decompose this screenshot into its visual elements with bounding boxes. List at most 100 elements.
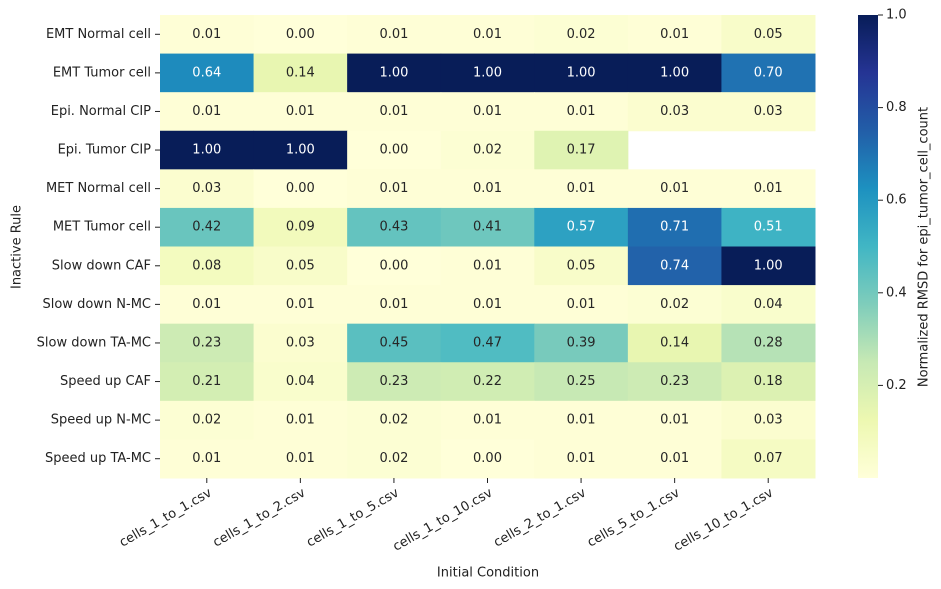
value-label: 0.01 [379,297,408,312]
heat-cell [347,400,442,440]
heat-cell [347,92,442,132]
heat-cell [440,285,535,325]
heat-cell [721,285,816,325]
value-label: 0.01 [192,104,221,119]
colorbar [858,15,878,478]
x-tick-label: cells_1_to_1.csv [117,485,215,550]
y-tick-label: EMT Tumor cell [53,65,151,80]
heat-cell [721,246,816,286]
value-label: 0.09 [286,220,315,235]
y-tick-label: Slow down CAF [52,258,151,273]
value-label: 0.57 [567,220,596,235]
value-label: 0.02 [473,143,502,158]
heat-cell [160,130,255,170]
heat-cell [721,362,816,402]
y-tick-label: EMT Normal cell [46,27,151,42]
heat-cell [534,362,629,402]
heat-cell [253,53,348,93]
value-label: 0.05 [754,27,783,42]
value-label: 0.01 [660,181,689,196]
heat-cell [160,15,255,55]
heat-cell [253,169,348,209]
y-axis-label: Inactive Rule [10,205,25,289]
value-label: 0.02 [379,451,408,466]
y-tick-label: Epi. Tumor CIP [58,143,152,158]
value-label: 0.01 [286,451,315,466]
value-label: 0.23 [192,335,221,350]
value-label: 1.00 [660,65,689,80]
heat-cell [440,130,535,170]
value-label: 0.01 [660,27,689,42]
value-label: 0.39 [567,335,596,350]
heat-cell [534,207,629,247]
heat-cell [721,439,816,479]
heat-cell [721,400,816,440]
heat-cell [347,169,442,209]
value-label: 0.74 [660,258,689,273]
value-label: 0.17 [567,143,596,158]
value-label: 1.00 [286,143,315,158]
value-label: 0.51 [754,220,783,235]
heat-cell [627,439,722,479]
heat-cell [253,246,348,286]
value-label: 0.08 [192,258,221,273]
value-label: 0.05 [286,258,315,273]
heat-cell [347,53,442,93]
value-label: 0.01 [473,258,502,273]
heat-cell [253,92,348,132]
value-label: 0.02 [567,27,596,42]
heat-cell [534,169,629,209]
value-label: 0.01 [567,104,596,119]
colorbar-tick-label: 0.4 [886,285,907,300]
value-label: 1.00 [473,65,502,80]
value-label: 0.45 [379,335,408,350]
heat-cell [253,130,348,170]
heat-cell [253,285,348,325]
heat-cell [440,246,535,286]
value-label: 0.02 [192,413,221,428]
heat-cell [534,285,629,325]
heat-cell [160,207,255,247]
value-label: 0.03 [660,104,689,119]
value-label: 0.02 [660,297,689,312]
value-label: 0.05 [567,258,596,273]
heat-cell [721,207,816,247]
heat-cell [534,53,629,93]
value-label: 0.00 [379,143,408,158]
heat-cell [534,400,629,440]
x-tick-label: cells_1_to_5.csv [304,485,402,550]
value-label: 0.01 [754,181,783,196]
heat-cell [253,439,348,479]
y-tick-label: MET Normal cell [46,181,151,196]
x-tick-label: cells_1_to_2.csv [211,485,309,550]
heat-cell [721,323,816,363]
x-tick-label: cells_2_to_1.csv [491,485,589,550]
value-label: 0.03 [286,335,315,350]
heat-cell [627,246,722,286]
y-tick-label: MET Tumor cell [53,220,151,235]
value-label: 0.01 [473,27,502,42]
heat-cell [627,323,722,363]
value-label: 0.01 [660,413,689,428]
heat-cell [347,15,442,55]
heat-cell [627,400,722,440]
heat-cell [627,207,722,247]
value-label: 0.01 [379,181,408,196]
colorbar-tick-label: 1.0 [886,8,907,23]
heat-cell [160,285,255,325]
heat-cell [160,439,255,479]
value-label: 1.00 [754,258,783,273]
value-label: 0.00 [473,451,502,466]
value-label: 0.43 [379,220,408,235]
value-label: 0.03 [754,104,783,119]
value-label: 0.28 [754,335,783,350]
value-label: 0.01 [660,451,689,466]
heat-cell [440,207,535,247]
heat-cell [347,439,442,479]
heat-cell [253,207,348,247]
value-label: 0.18 [754,374,783,389]
heat-cell [440,400,535,440]
y-tick-label: Epi. Normal CIP [51,104,151,119]
heat-cell [253,362,348,402]
